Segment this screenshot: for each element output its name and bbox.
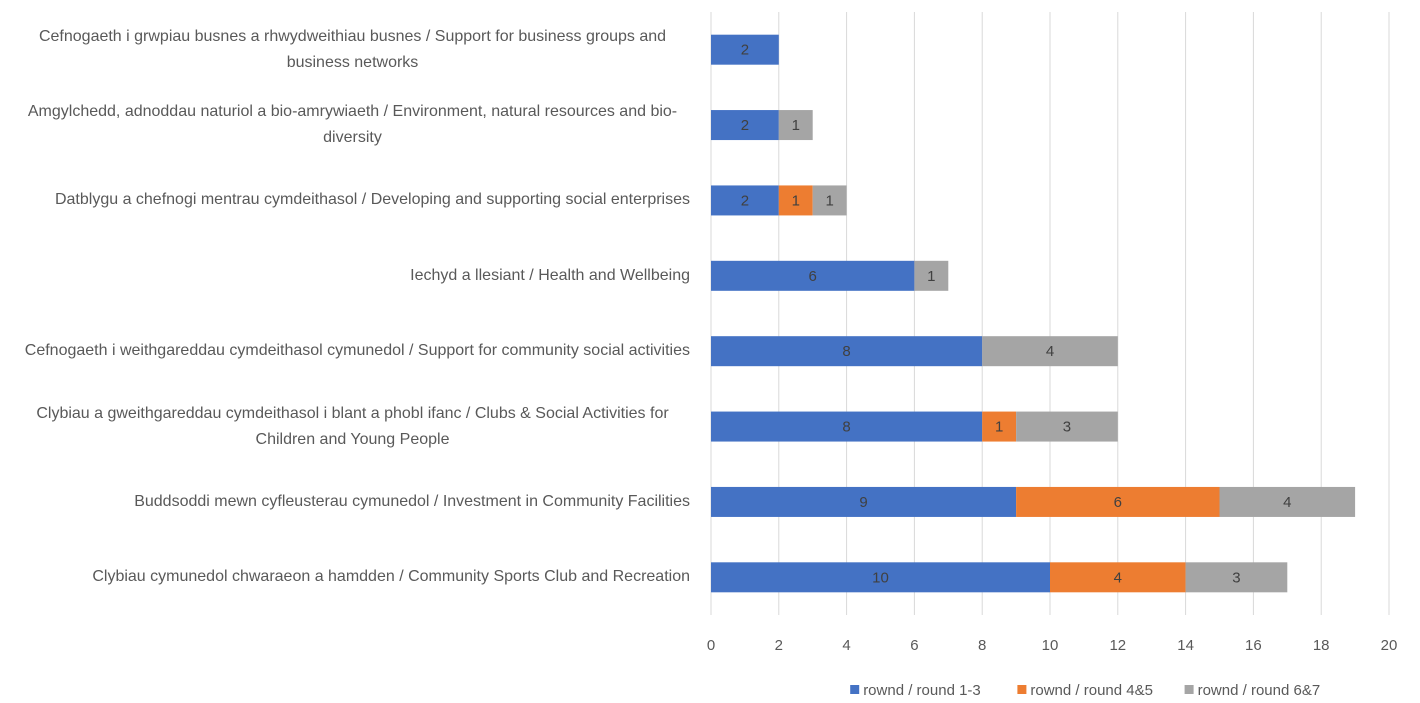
category-text: Cefnogaeth i grwpiau busnes a rhwydweith… [38, 27, 667, 71]
bar-segment [982, 411, 1017, 442]
category-label: Iechyd a llesiant / Health and Wellbeing [0, 246, 690, 306]
category-text: Cefnogaeth i weithgareddau cymdeithasol … [24, 342, 690, 360]
legend-label: rownd / round 4&5 [1030, 682, 1153, 699]
data-label: 2 [741, 42, 749, 59]
data-label: 4 [1114, 569, 1122, 586]
data-label: 1 [995, 419, 1003, 436]
category-label: Buddsoddi mewn cyfleusterau cymunedol / … [0, 472, 690, 532]
x-tick-label: 6 [910, 637, 918, 654]
bar-segment [1185, 562, 1288, 593]
data-label: 1 [792, 117, 800, 134]
data-label: 6 [1114, 494, 1122, 511]
bar-segment [711, 411, 983, 442]
x-tick-label: 14 [1177, 637, 1194, 654]
bar-segment [711, 562, 1050, 593]
category-text: Datblygu a chefnogi mentrau cymdeithasol… [54, 191, 690, 209]
legend-swatch [850, 685, 860, 694]
data-label: 9 [859, 494, 867, 511]
data-label: 2 [741, 117, 749, 134]
bar-segment [1050, 562, 1186, 593]
bar-segment [1219, 486, 1356, 517]
bar-segment [711, 185, 779, 216]
x-tick-label: 18 [1313, 637, 1330, 654]
x-tick-label: 20 [1381, 637, 1398, 654]
bar-segment [711, 34, 779, 65]
data-label: 8 [842, 419, 850, 436]
bar-segment [778, 110, 813, 141]
legend-label: rownd / round 6&7 [1198, 682, 1321, 699]
category-label: Cefnogaeth i weithgareddau cymdeithasol … [0, 321, 690, 381]
category-text: Amgylchedd, adnoddau naturiol a bio-amry… [27, 103, 678, 147]
data-label: 4 [1283, 494, 1291, 511]
category-label: Datblygu a chefnogi mentrau cymdeithasol… [0, 170, 690, 230]
data-label: 1 [825, 192, 833, 209]
bar-segment [982, 336, 1118, 367]
data-label: 1 [927, 268, 935, 285]
x-tick-label: 12 [1109, 637, 1126, 654]
x-tick-label: 10 [1042, 637, 1059, 654]
bar-segment [711, 260, 915, 291]
bar-segment [778, 185, 813, 216]
category-text: Clybiau a gweithgareddau cymdeithasol i … [36, 404, 669, 448]
x-tick-label: 4 [842, 637, 850, 654]
category-text: Clybiau cymunedol chwaraeon a hamdden / … [92, 568, 690, 586]
category-text: Iechyd a llesiant / Health and Wellbeing [410, 266, 690, 284]
bar-segment [1016, 411, 1118, 442]
data-label: 2 [741, 192, 749, 209]
data-label: 6 [809, 268, 817, 285]
x-tick-label: 16 [1245, 637, 1262, 654]
legend-label: rownd / round 1-3 [863, 682, 981, 699]
legend-swatch [1017, 685, 1027, 694]
data-label: 8 [842, 343, 850, 360]
x-tick-label: 0 [707, 637, 715, 654]
data-label: 4 [1046, 343, 1054, 360]
category-label: Clybiau cymunedol chwaraeon a hamdden / … [0, 547, 690, 607]
x-tick-label: 2 [775, 637, 783, 654]
x-tick-label: 8 [978, 637, 986, 654]
bar-segment [812, 185, 847, 216]
bar-segment [914, 260, 949, 291]
bar-segment [711, 110, 779, 141]
bar-segment [1016, 486, 1220, 517]
bar-segment [711, 336, 983, 367]
category-text: Buddsoddi mewn cyfleusterau cymunedol / … [134, 492, 690, 510]
data-label: 10 [872, 569, 889, 586]
category-label: Clybiau a gweithgareddau cymdeithasol i … [0, 397, 690, 457]
category-label: Cefnogaeth i grwpiau busnes a rhwydweith… [0, 20, 690, 80]
data-label: 3 [1063, 419, 1071, 436]
legend-swatch [1184, 685, 1194, 694]
data-label: 1 [792, 192, 800, 209]
bar-segment [711, 486, 1017, 517]
category-label: Amgylchedd, adnoddau naturiol a bio-amry… [0, 95, 690, 155]
data-label: 3 [1232, 569, 1240, 586]
